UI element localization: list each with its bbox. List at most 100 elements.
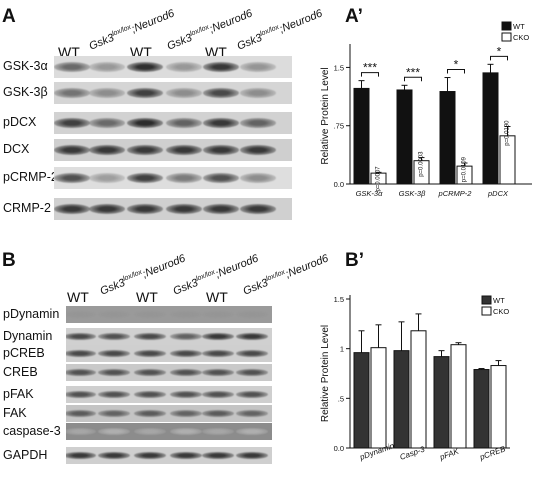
blot-band <box>236 349 268 358</box>
panel-letter-b: B <box>2 250 16 271</box>
blot-band <box>127 145 163 155</box>
p-value: p=0.0190 <box>505 120 511 146</box>
blot-band <box>203 88 239 98</box>
blot-band <box>134 427 166 436</box>
bar-cko <box>410 330 427 449</box>
blot-row-label: caspase-3 <box>3 423 61 438</box>
significance-bracket <box>361 72 379 77</box>
blot-row-label: CRMP-2 <box>3 201 51 215</box>
blot-band <box>202 409 234 418</box>
blot-row-label: pDCX <box>3 115 37 129</box>
blot-band <box>170 409 202 418</box>
blot-band <box>127 204 163 214</box>
blot-band <box>166 145 202 155</box>
blot-band <box>202 310 234 319</box>
blot-band <box>236 332 268 341</box>
blot-strip <box>54 139 292 161</box>
blot-band <box>134 349 166 358</box>
p-value: p=0.0109 <box>462 156 468 182</box>
blot-band <box>134 332 166 341</box>
legend-swatch-cko <box>501 32 512 42</box>
blot-band <box>170 390 202 399</box>
significance-bracket <box>490 55 508 61</box>
bar-wt <box>433 356 450 449</box>
category-label: GSK-3α <box>356 189 384 198</box>
blot-band <box>240 118 276 128</box>
blot-band <box>98 390 130 399</box>
blot-band <box>203 118 239 128</box>
panel-letter-b-prime: B’ <box>345 250 364 271</box>
blot-band <box>127 62 163 72</box>
blot-row-label: pCREB <box>3 345 45 360</box>
blot-band <box>166 62 202 72</box>
category-label: pDCX <box>487 189 509 198</box>
significance-marker: * <box>454 58 459 72</box>
blot-band <box>170 427 202 436</box>
blot-band <box>170 368 202 377</box>
blot-band <box>240 204 276 214</box>
p-value: p=0.0003 <box>419 151 425 177</box>
blot-row-label: pDynamin <box>3 306 60 321</box>
blot-band <box>89 173 125 183</box>
blot-band <box>236 390 268 399</box>
blot-band <box>54 204 90 214</box>
blot-band <box>236 310 268 319</box>
blot-band <box>202 427 234 436</box>
blot-row-label: FAK <box>3 405 27 420</box>
blot-band <box>203 173 239 183</box>
blot-band <box>236 409 268 418</box>
bar-cko <box>490 365 507 449</box>
legend-swatch-wt <box>501 21 512 31</box>
blot-row-label: Dynamin <box>3 328 53 343</box>
blot-band <box>127 118 163 128</box>
blot-band <box>66 390 96 399</box>
blot-band <box>236 427 268 436</box>
blot-band <box>98 427 130 436</box>
blot-band <box>127 173 163 183</box>
blot-band <box>98 349 130 358</box>
bar-wt <box>482 72 499 185</box>
blot-strip <box>66 364 272 381</box>
blot-band <box>66 310 96 319</box>
blot-band <box>66 349 96 358</box>
bar-wt <box>473 369 490 449</box>
blot-band <box>203 204 239 214</box>
blot-band <box>202 368 234 377</box>
significance-marker: * <box>497 44 502 58</box>
blot-band <box>66 451 96 460</box>
blot-band <box>98 451 130 460</box>
blot-band <box>89 145 125 155</box>
blot-band <box>54 173 90 183</box>
y-tick-label: 1.5 <box>334 295 344 304</box>
lane-label-wt: WT <box>206 289 228 305</box>
blot-band <box>98 368 130 377</box>
blot-band <box>134 310 166 319</box>
blot-band <box>89 88 125 98</box>
bar-cko <box>450 344 467 449</box>
legend-label: WT <box>513 22 525 31</box>
blot-strip <box>54 112 292 134</box>
y-axis-label: Relative Protein Level <box>320 325 331 422</box>
blot-strip <box>66 386 272 403</box>
blot-strip <box>66 345 272 362</box>
p-value: p=0.0007 <box>376 166 382 192</box>
blot-strip <box>66 328 272 345</box>
blot-row-label: DCX <box>3 142 30 156</box>
blot-band <box>98 409 130 418</box>
blot-band <box>54 62 90 72</box>
legend-label: CKO <box>493 307 509 316</box>
blot-strip <box>54 198 292 220</box>
blot-band <box>66 368 96 377</box>
blot-band <box>54 118 90 128</box>
blot-band <box>202 451 234 460</box>
blot-band <box>236 368 268 377</box>
blot-row-label: pCRMP-2 <box>3 170 58 184</box>
significance-bracket <box>404 76 422 82</box>
blot-band <box>236 451 268 460</box>
blot-band <box>203 145 239 155</box>
blot-strip <box>54 167 292 189</box>
blot-band <box>134 451 166 460</box>
blot-row-label: pFAK <box>3 386 34 401</box>
legend-swatch-cko <box>481 306 492 316</box>
blot-band <box>66 427 96 436</box>
